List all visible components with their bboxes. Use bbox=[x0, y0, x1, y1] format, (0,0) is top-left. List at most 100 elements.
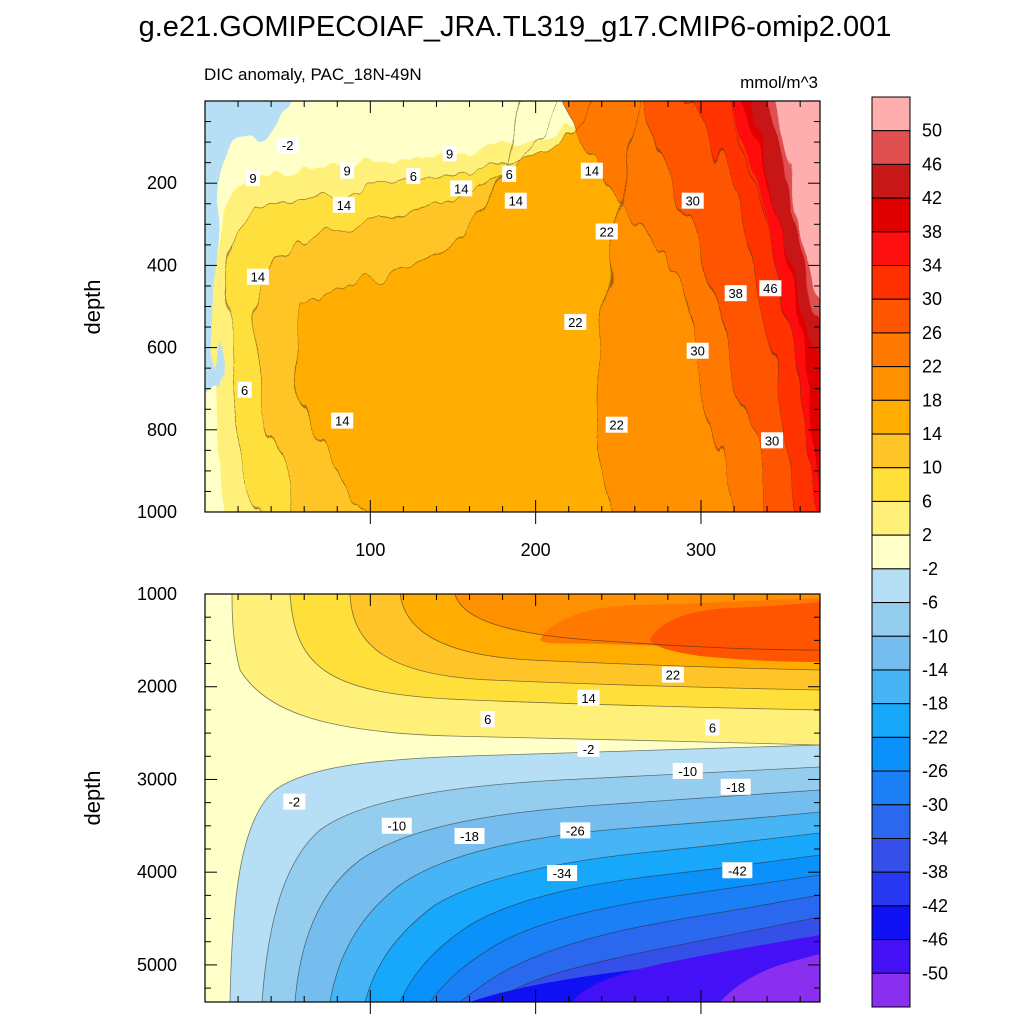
contour-label: 22 bbox=[605, 416, 628, 433]
contour-label-text: -18 bbox=[726, 780, 745, 795]
contour-label-text: 9 bbox=[446, 146, 453, 161]
contour-label-text: -18 bbox=[460, 829, 479, 844]
contour-label-box bbox=[381, 817, 412, 834]
contour-label: -34 bbox=[547, 865, 578, 882]
contour-label-text: 22 bbox=[666, 668, 680, 683]
y-tick-label: 400 bbox=[147, 255, 177, 275]
contour-label-box bbox=[504, 192, 527, 209]
upper-contour-labels: -2 9 9 9 6 6 14 14 14 14 14 22 22 30 38 46 30 6 14 22 30 bbox=[237, 137, 784, 449]
colorbar-swatch bbox=[871, 332, 911, 368]
colorbar-swatch bbox=[871, 366, 911, 401]
colorbar-label: -38 bbox=[922, 862, 948, 882]
colorbar-label: -2 bbox=[922, 559, 938, 579]
contour-label-box bbox=[331, 412, 354, 429]
y-tick-label: 3000 bbox=[137, 769, 177, 789]
chart-title: g.e21.GOMIPECOIAF_JRA.TL319_g17.CMIP6-om… bbox=[139, 11, 892, 43]
contour-label-box bbox=[661, 666, 684, 683]
colorbar-swatch bbox=[871, 96, 911, 132]
colorbar-swatch bbox=[871, 703, 911, 738]
x-tick-label: 200 bbox=[521, 540, 551, 560]
colorbar-label: -30 bbox=[922, 795, 948, 815]
colorbar-swatch bbox=[871, 500, 911, 536]
contour-label-text: 6 bbox=[410, 169, 417, 184]
contour-label-box bbox=[761, 432, 784, 449]
y-tick-label: 4000 bbox=[137, 862, 177, 882]
lower-panel: 1000 2000 3000 4000 5000 depth 22 14 6 6 -2 -10 -1… bbox=[80, 584, 821, 1014]
upper-x-axis: 100 200 300 bbox=[237, 101, 801, 560]
colorbar-swatch bbox=[871, 197, 911, 233]
contour-label-box bbox=[547, 865, 578, 882]
contour-label: -18 bbox=[454, 827, 485, 844]
colorbar-label: -42 bbox=[922, 896, 948, 916]
contour-label-text: -2 bbox=[282, 138, 294, 153]
colorbar-label: 50 bbox=[922, 121, 942, 141]
contour-label: -2 bbox=[276, 137, 299, 154]
colorbar-swatch bbox=[871, 534, 911, 570]
colorbar-label: -46 bbox=[922, 930, 948, 950]
colorbar-swatch bbox=[871, 635, 911, 671]
contour-label-box bbox=[332, 196, 355, 213]
y-tick-label: 5000 bbox=[137, 955, 177, 975]
colorbar-label: -26 bbox=[922, 761, 948, 781]
contour-label: -10 bbox=[381, 817, 412, 834]
contour-label-box bbox=[442, 145, 457, 162]
contour-label-box bbox=[720, 778, 751, 795]
panel-subtitle: DIC anomaly, PAC_18N-49N bbox=[204, 65, 422, 84]
colorbar-label: 14 bbox=[922, 424, 942, 444]
contour-label-text: -2 bbox=[583, 742, 595, 757]
contour-label-text: -2 bbox=[288, 795, 300, 810]
contour-label-text: 30 bbox=[765, 433, 779, 448]
contour-label: 14 bbox=[331, 412, 354, 429]
colorbar-label: 30 bbox=[922, 289, 942, 309]
colorbar-label: -10 bbox=[922, 626, 948, 646]
contour-label-box bbox=[237, 381, 252, 398]
contour-label-text: 14 bbox=[251, 270, 265, 285]
contour-label-box bbox=[595, 223, 618, 240]
colorbar-label: 34 bbox=[922, 256, 942, 276]
x-tick-label: 300 bbox=[686, 540, 716, 560]
colorbar-label: 10 bbox=[922, 458, 942, 478]
contour-label: -42 bbox=[722, 862, 753, 879]
contour-label: 30 bbox=[681, 192, 704, 209]
colorbar-swatch bbox=[871, 871, 911, 907]
colorbar-swatch bbox=[871, 972, 911, 1008]
colorbar-swatch bbox=[871, 467, 911, 502]
contour-label-text: 30 bbox=[690, 344, 704, 359]
colorbar-swatch bbox=[871, 163, 911, 199]
colorbar-label: -6 bbox=[922, 593, 938, 613]
contour-label-text: 14 bbox=[585, 164, 599, 179]
colorbar-label: -18 bbox=[922, 694, 948, 714]
colorbar-swatch bbox=[871, 837, 911, 873]
contour-label-box bbox=[246, 268, 269, 285]
colorbar-label: -34 bbox=[922, 828, 948, 848]
contour-label: 14 bbox=[580, 162, 603, 179]
contour-label: 22 bbox=[595, 223, 618, 240]
contour-label-text: 14 bbox=[454, 181, 468, 196]
y-tick-label: 200 bbox=[147, 173, 177, 193]
contour-label-text: 14 bbox=[337, 198, 351, 213]
contour-label: -18 bbox=[720, 778, 751, 795]
y-tick-label: 600 bbox=[147, 338, 177, 358]
y-tick-label: 1000 bbox=[137, 502, 177, 522]
y-tick-label: 2000 bbox=[137, 677, 177, 697]
contour-label: 9 bbox=[442, 145, 457, 162]
contour-label-box bbox=[245, 170, 260, 187]
colorbar-label: 26 bbox=[922, 323, 942, 343]
y-tick-label: 800 bbox=[147, 420, 177, 440]
colorbar-label: 22 bbox=[922, 357, 942, 377]
contour-label: 6 bbox=[406, 168, 421, 185]
colorbar-swatch bbox=[871, 433, 911, 469]
colorbar-label: 46 bbox=[922, 154, 942, 174]
contour-label: 6 bbox=[502, 165, 517, 182]
contour-label: -10 bbox=[672, 763, 703, 780]
lower-y-axis: 1000 2000 3000 4000 5000 bbox=[137, 584, 820, 989]
contour-label: 30 bbox=[686, 342, 709, 359]
contour-label-box bbox=[681, 192, 704, 209]
colorbar-swatch bbox=[871, 231, 911, 267]
colorbar-swatch bbox=[871, 568, 911, 604]
contour-label: -26 bbox=[560, 822, 591, 839]
contour-label-text: 6 bbox=[709, 720, 716, 735]
contour-label-box bbox=[480, 711, 495, 728]
contour-label-text: -34 bbox=[553, 866, 572, 881]
contour-label-box bbox=[502, 165, 517, 182]
